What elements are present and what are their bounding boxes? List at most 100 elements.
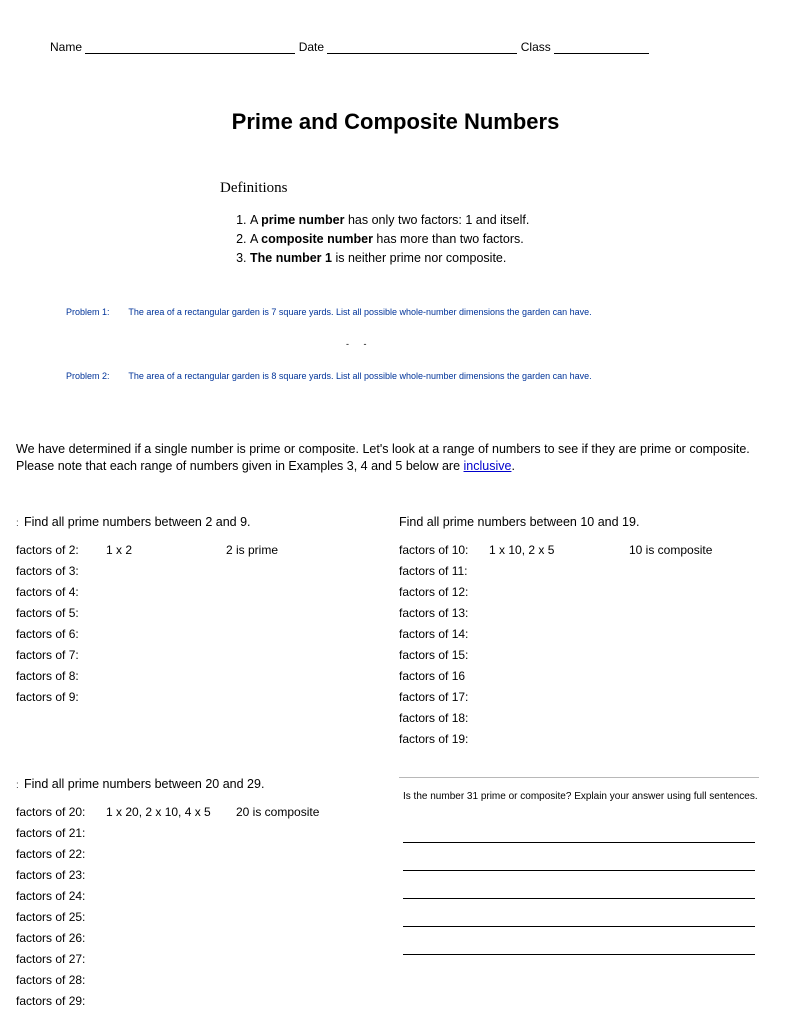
factor-row: factors of 7: <box>16 648 395 662</box>
definitions-block: Definitions A prime number has only two … <box>220 180 640 267</box>
factor-row: factors of 17: <box>399 690 790 704</box>
factor-label: factors of 2: <box>16 543 106 557</box>
factor-solution: 1 x 10, 2 x 5 <box>489 543 629 557</box>
factor-label: factors of 14: <box>399 627 489 641</box>
problem-1-text: The area of a rectangular garden is 7 sq… <box>128 307 591 317</box>
factor-label: factors of 15: <box>399 648 489 662</box>
exercise-5: :Find all prime numbers between 20 and 2… <box>0 777 395 1015</box>
definition-item: The number 1 is neither prime nor compos… <box>250 249 640 268</box>
exercise-3: :Find all prime numbers between 2 and 9.… <box>0 515 395 753</box>
problem-2-label: Problem 2: <box>66 371 126 381</box>
exercise-4: Find all prime numbers between 10 and 19… <box>395 515 790 753</box>
page-title: Prime and Composite Numbers <box>0 109 791 135</box>
factor-label: factors of 24: <box>16 889 106 903</box>
factor-label: factors of 12: <box>399 585 489 599</box>
exercises-row-2: :Find all prime numbers between 20 and 2… <box>0 777 791 1015</box>
factor-label: factors of 4: <box>16 585 106 599</box>
factor-label: factors of 20: <box>16 805 106 819</box>
factor-label: factors of 13: <box>399 606 489 620</box>
answer-line[interactable] <box>403 905 755 927</box>
factor-label: factors of 25: <box>16 910 106 924</box>
factor-row: factors of 27: <box>16 952 395 966</box>
factor-row: factors of 5: <box>16 606 395 620</box>
factor-row: factors of 9: <box>16 690 395 704</box>
intro-paragraph: We have determined if a single number is… <box>16 441 775 475</box>
factor-label: factors of 8: <box>16 669 106 683</box>
answer-line[interactable] <box>403 877 755 899</box>
problem-2-text: The area of a rectangular garden is 8 sq… <box>128 371 591 381</box>
factor-label: factors of 16 <box>399 669 489 683</box>
factor-row: factors of 25: <box>16 910 395 924</box>
factor-solution: 1 x 20, 2 x 10, 4 x 5 <box>106 805 236 819</box>
factor-label: factors of 21: <box>16 826 106 840</box>
factor-row: factors of 29: <box>16 994 395 1008</box>
factor-label: factors of 7: <box>16 648 106 662</box>
name-label: Name <box>50 40 82 54</box>
factor-row: factors of 11: <box>399 564 790 578</box>
factor-row: factors of 8: <box>16 669 395 683</box>
factor-label: factors of 6: <box>16 627 106 641</box>
exercise-5-title: :Find all prime numbers between 20 and 2… <box>16 777 395 791</box>
question-31: Is the number 31 prime or composite? Exp… <box>395 777 790 1015</box>
factor-label: factors of 18: <box>399 711 489 725</box>
class-blank[interactable] <box>554 42 649 54</box>
date-label: Date <box>299 40 324 54</box>
factor-row: factors of 14: <box>399 627 790 641</box>
factor-label: factors of 11: <box>399 564 489 578</box>
intro-text: We have determined if a single number is… <box>16 442 750 473</box>
definitions-list: A prime number has only two factors: 1 a… <box>220 211 640 267</box>
factor-row: factors of 28: <box>16 973 395 987</box>
problem-1-label: Problem 1: <box>66 307 126 317</box>
factor-result: 2 is prime <box>226 543 278 557</box>
problem-gap: - - <box>346 339 791 349</box>
problem-2: Problem 2: The area of a rectangular gar… <box>66 371 791 381</box>
factor-row: factors of 6: <box>16 627 395 641</box>
problems-block: Problem 1: The area of a rectangular gar… <box>66 307 791 381</box>
question-31-text: Is the number 31 prime or composite? Exp… <box>403 790 759 803</box>
exercise-4-title: Find all prime numbers between 10 and 19… <box>399 515 790 529</box>
factor-label: factors of 19: <box>399 732 489 746</box>
factor-row: factors of 3: <box>16 564 395 578</box>
factor-label: factors of 5: <box>16 606 106 620</box>
factor-row: factors of 2:1 x 22 is prime <box>16 543 395 557</box>
definition-item: A composite number has more than two fac… <box>250 230 640 249</box>
factor-row: factors of 15: <box>399 648 790 662</box>
class-label: Class <box>521 40 551 54</box>
factor-label: factors of 17: <box>399 690 489 704</box>
answer-line[interactable] <box>403 849 755 871</box>
problem-1: Problem 1: The area of a rectangular gar… <box>66 307 791 317</box>
answer-line[interactable] <box>403 933 755 955</box>
header-fields: Name Date Class <box>0 0 791 54</box>
exercises-row-1: :Find all prime numbers between 2 and 9.… <box>0 515 791 753</box>
factor-row: factors of 10:1 x 10, 2 x 510 is composi… <box>399 543 790 557</box>
factor-row: factors of 24: <box>16 889 395 903</box>
definitions-heading: Definitions <box>220 180 640 197</box>
definition-item: A prime number has only two factors: 1 a… <box>250 211 640 230</box>
factor-result: 20 is composite <box>236 805 319 819</box>
factor-label: factors of 29: <box>16 994 106 1008</box>
name-blank[interactable] <box>85 42 295 54</box>
date-blank[interactable] <box>327 42 517 54</box>
factor-row: factors of 4: <box>16 585 395 599</box>
factor-row: factors of 23: <box>16 868 395 882</box>
factor-label: factors of 23: <box>16 868 106 882</box>
answer-line[interactable] <box>403 821 755 843</box>
factor-label: factors of 28: <box>16 973 106 987</box>
factor-solution: 1 x 2 <box>106 543 226 557</box>
factor-label: factors of 3: <box>16 564 106 578</box>
factor-row: factors of 18: <box>399 711 790 725</box>
factor-row: factors of 22: <box>16 847 395 861</box>
exercise-3-title: :Find all prime numbers between 2 and 9. <box>16 515 395 529</box>
factor-row: factors of 26: <box>16 931 395 945</box>
question-31-box: Is the number 31 prime or composite? Exp… <box>399 777 759 955</box>
factor-label: factors of 10: <box>399 543 489 557</box>
factor-row: factors of 16 <box>399 669 790 683</box>
factor-result: 10 is composite <box>629 543 712 557</box>
factor-row: factors of 12: <box>399 585 790 599</box>
inclusive-link[interactable]: inclusive <box>464 459 512 473</box>
factor-label: factors of 22: <box>16 847 106 861</box>
factor-row: factors of 20:1 x 20, 2 x 10, 4 x 520 is… <box>16 805 395 819</box>
factor-label: factors of 9: <box>16 690 106 704</box>
factor-row: factors of 13: <box>399 606 790 620</box>
factor-row: factors of 19: <box>399 732 790 746</box>
